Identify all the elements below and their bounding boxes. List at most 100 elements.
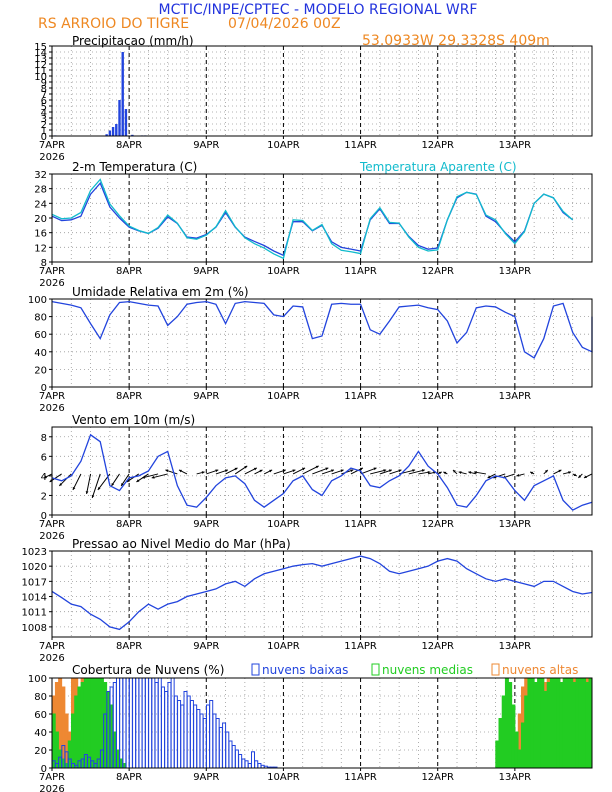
panel-frame bbox=[51, 426, 593, 516]
cloud-bar bbox=[504, 677, 509, 769]
x-tick-label: 10APR bbox=[267, 140, 300, 151]
y-tick-label: 5 bbox=[41, 102, 47, 113]
wind-vector-head bbox=[573, 473, 577, 477]
y-tick-label: 9 bbox=[41, 78, 47, 89]
y-tick-label: 2 bbox=[41, 120, 47, 131]
x-tick-label: 12APR bbox=[421, 391, 454, 402]
y-tick-label: 7 bbox=[41, 90, 47, 101]
wind-vector-head bbox=[234, 467, 238, 471]
wind-vector-head bbox=[427, 470, 431, 474]
panel-title: Cobertura de Nuvens (%) bbox=[72, 663, 224, 677]
cloud-bar bbox=[231, 745, 236, 769]
x-tick-label: 10APR bbox=[267, 391, 300, 402]
wind-vector-head bbox=[302, 467, 306, 471]
cloud-bar bbox=[148, 677, 153, 769]
cloud-bar bbox=[508, 682, 513, 769]
cloud-bar bbox=[173, 695, 178, 769]
cloud-bar bbox=[71, 713, 75, 769]
panel-frame bbox=[51, 550, 593, 638]
x-tick-label: 7APR bbox=[39, 641, 65, 652]
wind-vector-head bbox=[530, 471, 534, 475]
wind-vector bbox=[408, 469, 425, 475]
legend-swatch bbox=[491, 663, 500, 676]
cloud-bar bbox=[549, 677, 554, 769]
panel-wind: 0 2 4 6 8 7APR 8APR 9APR 10APR 11APR 12APR 13APR 202… bbox=[39, 413, 593, 542]
wind-vector-head bbox=[331, 469, 334, 473]
cloud-bar bbox=[135, 677, 140, 769]
x-year-label: 2026 bbox=[39, 653, 64, 664]
y-tick-label: 0 bbox=[41, 511, 47, 522]
x-tick-label: 7APR bbox=[39, 519, 65, 530]
wind-vector-head bbox=[458, 471, 462, 474]
y-tick-label: 1017 bbox=[22, 577, 47, 588]
y-tick-label: 1 bbox=[41, 126, 47, 137]
y-tick-label: 60 bbox=[34, 710, 47, 721]
panel-rh: 0 20 40 60 80 100 7APR 8APR 9APR 10APR 11APR 12APR 1… bbox=[28, 285, 593, 414]
cloud-bar bbox=[177, 700, 182, 769]
cloud-bar bbox=[128, 677, 133, 769]
y-tick-label: 1023 bbox=[22, 547, 47, 558]
cloud-bar bbox=[170, 677, 175, 769]
cloud-bar bbox=[132, 677, 137, 769]
panel-clouds: 0 20 40 60 80 100 7APR 8APR 9APR 10APR 11APR 12APR 1… bbox=[28, 663, 593, 792]
x-tick-label: 10APR bbox=[267, 641, 300, 652]
wind-vector bbox=[370, 469, 387, 475]
y-tick-label: 0 bbox=[41, 764, 47, 775]
y-tick-label: 40 bbox=[34, 348, 47, 359]
y-tick-label: 24 bbox=[34, 199, 47, 210]
cloud-bar bbox=[189, 700, 194, 769]
wind-vector-head bbox=[383, 469, 387, 472]
cloud-bar bbox=[553, 677, 558, 769]
wind-vector-head bbox=[578, 475, 582, 478]
cloud-bar bbox=[119, 677, 124, 769]
cloud-bar bbox=[251, 751, 255, 769]
x-tick-label: 7APR bbox=[39, 772, 65, 783]
y-tick-label: 14 bbox=[34, 48, 47, 59]
y-tick-label: 100 bbox=[28, 295, 47, 306]
cloud-bar bbox=[125, 677, 130, 769]
cloud-bar bbox=[212, 713, 217, 769]
cloud-bar bbox=[585, 682, 590, 769]
wind-vector-head bbox=[373, 467, 377, 471]
wind-vector-head bbox=[201, 471, 205, 474]
x-tick-label: 9APR bbox=[193, 140, 219, 151]
wind-vector-head bbox=[516, 473, 520, 477]
cloud-bar bbox=[578, 677, 583, 769]
cloud-bar bbox=[218, 727, 223, 769]
legend-swatch bbox=[371, 663, 380, 676]
y-tick-label: 20 bbox=[34, 214, 47, 225]
cloud-bar bbox=[144, 677, 149, 769]
x-tick-label: 13APR bbox=[499, 266, 532, 277]
series-line bbox=[51, 433, 593, 511]
y-tick-label: 15 bbox=[34, 42, 47, 53]
y-tick-label: 28 bbox=[34, 185, 47, 196]
y-tick-label: 4 bbox=[41, 108, 47, 119]
y-tick-label: 1011 bbox=[22, 608, 47, 619]
cloud-bar bbox=[546, 682, 551, 769]
y-tick-label: 8 bbox=[41, 258, 47, 269]
legend-swatch bbox=[251, 663, 260, 676]
cloud-bar bbox=[540, 677, 545, 769]
x-tick-label: 8APR bbox=[116, 391, 142, 402]
cloud-bar bbox=[498, 718, 503, 769]
x-tick-label: 12APR bbox=[421, 519, 454, 530]
wind-vector-head bbox=[259, 469, 263, 473]
panel-title: Pressao ao Nivel Medio do Mar (hPa) bbox=[72, 537, 291, 551]
precip-bar bbox=[115, 124, 118, 136]
cloud-bar bbox=[537, 677, 542, 769]
wind-vector-head bbox=[136, 479, 140, 482]
x-tick-label: 9APR bbox=[193, 772, 219, 783]
cloud-bar bbox=[164, 691, 169, 769]
cloud-bar bbox=[209, 700, 214, 769]
wind-vector-head bbox=[350, 469, 354, 473]
cloud-bar bbox=[183, 691, 188, 769]
cloud-bar bbox=[90, 677, 95, 769]
wind-vector-head bbox=[179, 469, 182, 473]
x-tick-label: 8APR bbox=[116, 641, 142, 652]
y-tick-label: 1020 bbox=[22, 562, 47, 573]
cloud-bar bbox=[501, 695, 506, 769]
wind-vector-head bbox=[292, 469, 296, 473]
x-tick-label: 10APR bbox=[267, 772, 300, 783]
cloud-bar bbox=[93, 677, 98, 769]
